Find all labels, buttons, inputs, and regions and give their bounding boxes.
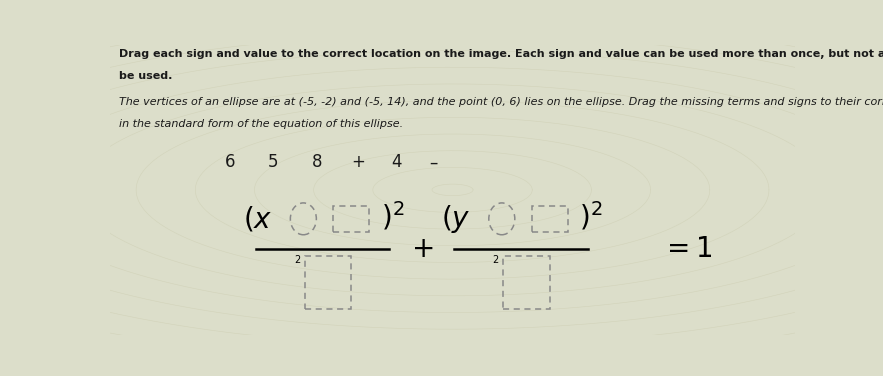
Text: 4: 4 (391, 153, 402, 171)
Bar (532, 206, 568, 232)
Text: $^2$: $^2$ (493, 255, 500, 269)
Text: $= 1$: $= 1$ (661, 235, 713, 263)
Text: The vertices of an ellipse are at (-5, -2) and (-5, 14), and the point (0, 6) li: The vertices of an ellipse are at (-5, -… (118, 97, 883, 107)
Text: Drag each sign and value to the correct location on the image. Each sign and val: Drag each sign and value to the correct … (118, 50, 883, 59)
Text: in the standard form of the equation of this ellipse.: in the standard form of the equation of … (118, 119, 403, 129)
Text: be used.: be used. (118, 71, 172, 81)
Text: +: + (351, 153, 365, 171)
Text: $(y$: $(y$ (442, 203, 471, 235)
Text: 8: 8 (312, 153, 322, 171)
Text: $+$: $+$ (411, 235, 433, 263)
Bar (503, 256, 550, 309)
Text: 5: 5 (268, 153, 278, 171)
Bar (305, 256, 351, 309)
Text: $^2$: $^2$ (294, 255, 301, 269)
Text: $)^2$: $)^2$ (579, 200, 602, 232)
Text: $)^2$: $)^2$ (381, 200, 404, 232)
Text: $(x$: $(x$ (243, 204, 272, 233)
Text: –: – (429, 153, 438, 171)
Bar (334, 206, 369, 232)
Text: 6: 6 (225, 153, 236, 171)
